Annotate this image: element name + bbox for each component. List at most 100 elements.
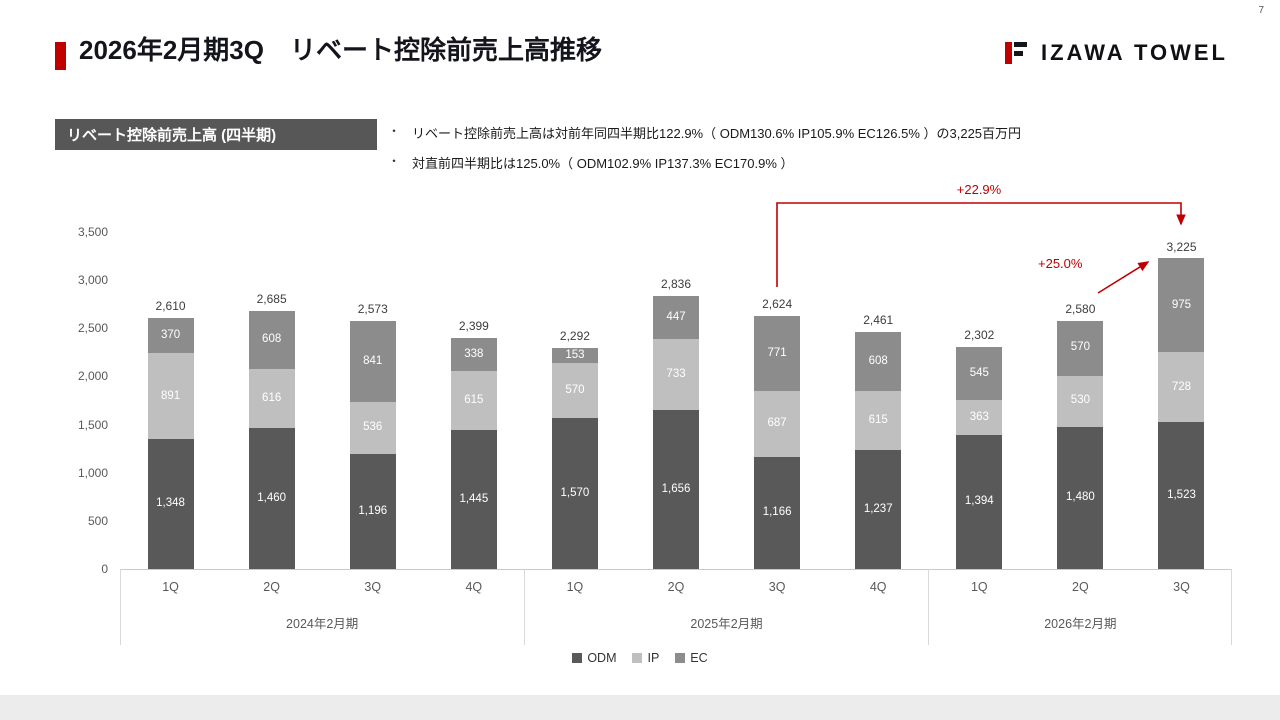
legend-swatch <box>632 653 643 663</box>
bar-slot: 545 363 1,394 2,302 <box>929 232 1030 569</box>
bar-total-label: 2,836 <box>661 276 692 291</box>
x-axis-line <box>120 569 1232 570</box>
legend-item-ip: IP <box>632 651 659 665</box>
bullet-text: リベート控除前売上高は対前年同四半期比122.9%（ ODM130.6% IP1… <box>412 126 1022 141</box>
bar-segment-ip: 728 <box>1158 352 1205 423</box>
bar-segment-ip: 733 <box>653 339 700 410</box>
qoq-growth-label: +25.0% <box>1038 256 1083 271</box>
bar-segment-odm: 1,523 <box>1158 422 1205 569</box>
year-group-label: 2026年2月期 <box>1044 617 1117 631</box>
yoy-growth-label: +22.9% <box>956 182 1002 197</box>
bar-segment-ip: 530 <box>1057 375 1104 427</box>
quarter-label: 2Q <box>1072 580 1089 594</box>
y-axis-tick-label: 2,500 <box>77 321 108 336</box>
stacked-bar: 608 616 1,460 <box>248 310 295 569</box>
bar-segment-ec: 771 <box>754 316 801 391</box>
year-group-label: 2024年2月期 <box>286 617 359 631</box>
footer-bar <box>0 695 1280 720</box>
bar-segment-ip: 536 <box>349 402 396 454</box>
y-axis-tick-label: 3,000 <box>77 273 108 288</box>
bar-slot: 975 728 1,523 3,225 <box>1131 232 1232 569</box>
page-title: 2026年2月期3Q リベート控除前売上高推移 <box>79 35 602 65</box>
y-axis-tick-label: 500 <box>87 513 108 528</box>
bar-total-label: 2,573 <box>357 302 388 317</box>
bullet-icon: ・ <box>388 154 401 168</box>
bar-segment-odm: 1,394 <box>956 434 1003 569</box>
quarter-label: 4Q <box>869 580 887 594</box>
bar-total-label: 2,624 <box>762 297 793 312</box>
bar-segment-ip: 616 <box>248 369 295 429</box>
quarter-label: 1Q <box>162 580 179 594</box>
bar-segment-odm: 1,656 <box>653 409 700 569</box>
company-logo: IZAWA TOWEL <box>1001 38 1228 68</box>
legend-label: ODM <box>587 651 617 665</box>
bar-total-label: 2,610 <box>155 298 186 313</box>
bar-segment-ip: 891 <box>147 353 194 440</box>
legend-label: IP <box>647 651 660 665</box>
logo-text: IZAWA TOWEL <box>1041 40 1228 65</box>
bar-segment-odm: 1,166 <box>754 456 801 569</box>
legend-item-ec: EC <box>675 651 708 665</box>
category-divider <box>120 569 121 645</box>
legend-swatch <box>572 653 583 663</box>
bar-slot: 153 570 1,570 2,292 <box>524 232 625 569</box>
bar-slot: 841 536 1,196 2,573 <box>322 232 423 569</box>
bar-total-label: 2,302 <box>964 328 995 343</box>
y-axis-tick-label: 1,500 <box>77 417 108 432</box>
year-label-row: 2024年2月期 2025年2月期 2026年2月期 <box>120 613 1232 632</box>
bullet-item: ・ 対直前四半期比は125.0%（ ODM102.9% IP137.3% EC1… <box>388 153 1021 172</box>
chart-legend: ODM IP EC <box>0 651 1280 665</box>
bar-slot: 338 615 1,445 2,399 <box>423 232 524 569</box>
legend-item-odm: ODM <box>572 651 616 665</box>
bar-segment-ec: 570 <box>1057 320 1104 376</box>
y-axis: 0 500 1,000 1,500 2,000 2,500 3,000 3,500 <box>50 225 108 576</box>
bar-total-label: 2,399 <box>458 319 489 333</box>
bar-segment-ip: 615 <box>450 370 497 430</box>
quarter-label: 1Q <box>970 580 988 594</box>
stacked-bar: 545 363 1,394 <box>956 347 1003 569</box>
bar-segment-odm: 1,196 <box>349 453 396 569</box>
bullet-item: ・ リベート控除前売上高は対前年同四半期比122.9%（ ODM130.6% I… <box>388 123 1021 142</box>
bar-segment-ip: 615 <box>855 390 902 450</box>
legend-swatch <box>675 653 686 663</box>
bar-segment-ip: 570 <box>551 362 598 418</box>
bullet-text: 対直前四半期比は125.0%（ ODM102.9% IP137.3% EC170… <box>412 156 794 171</box>
title-accent-bar <box>55 42 66 70</box>
bar-total-label: 2,685 <box>256 291 287 306</box>
bar-segment-ec: 608 <box>855 332 902 391</box>
bar-segment-odm: 1,480 <box>1057 426 1104 569</box>
bar-slot: 608 616 1,460 2,685 <box>221 232 322 569</box>
bar-segment-ec: 370 <box>147 317 194 354</box>
izawa-logo-icon <box>1005 42 1027 64</box>
stacked-bar: 447 733 1,656 <box>653 296 700 569</box>
quarter-label-row: 1Q 2Q 3Q 4Q 1Q 2Q 3Q 4Q 1Q 2Q 3Q <box>120 580 1232 594</box>
bar-segment-ip: 363 <box>956 399 1003 435</box>
y-axis-tick-label: 2,000 <box>77 369 108 384</box>
category-divider <box>928 569 929 645</box>
bar-slot: 608 615 1,237 2,461 <box>828 232 929 569</box>
bar-slot: 570 530 1,480 2,580 <box>1030 232 1131 569</box>
bar-segment-odm: 1,460 <box>248 428 295 569</box>
bar-total-label: 2,461 <box>863 313 894 327</box>
quarter-label: 3Q <box>1173 580 1190 594</box>
stacked-bar: 570 530 1,480 <box>1057 320 1104 569</box>
bar-segment-ip: 687 <box>754 390 801 457</box>
chart-section-label: リベート控除前売上高 (四半期) <box>55 119 377 150</box>
stacked-bar: 608 615 1,237 <box>855 332 902 569</box>
bar-segment-ec: 545 <box>956 347 1003 400</box>
bar-total-label: 3,225 <box>1166 239 1197 254</box>
bar-segment-odm: 1,445 <box>450 429 497 569</box>
bar-segment-ec: 841 <box>349 321 396 403</box>
stacked-bar: 975 728 1,523 <box>1158 258 1205 569</box>
category-divider <box>1231 569 1232 645</box>
bar-segment-odm: 1,570 <box>551 417 598 569</box>
quarter-label: 3Q <box>364 580 382 594</box>
legend-label: EC <box>690 651 708 665</box>
quarter-label: 3Q <box>768 580 786 594</box>
stacked-bar: 771 687 1,166 <box>754 316 801 569</box>
y-axis-tick-label: 1,000 <box>77 465 108 480</box>
stacked-bar: 841 536 1,196 <box>349 321 396 569</box>
bar-segment-odm: 1,237 <box>855 449 902 569</box>
quarter-label: 1Q <box>566 580 584 594</box>
